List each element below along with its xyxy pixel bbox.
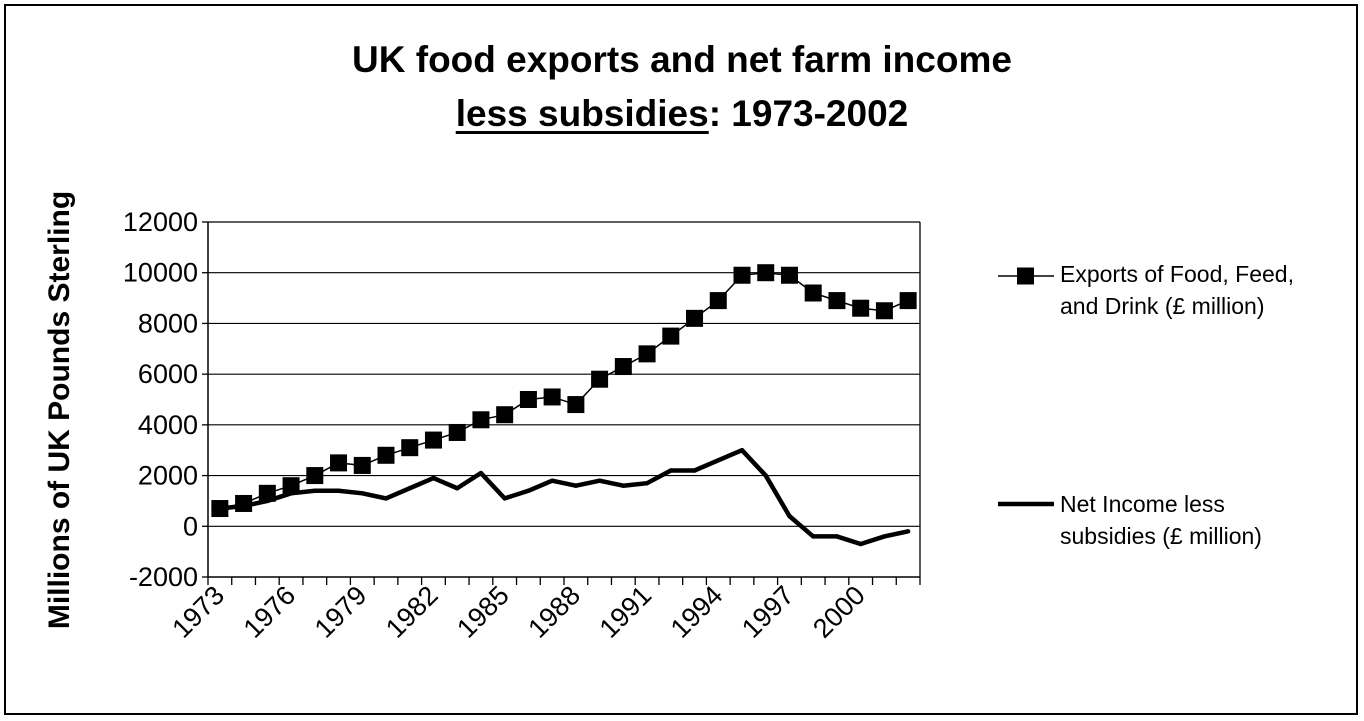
data-point-exports: [211, 500, 229, 518]
y-tick-label: 10000: [123, 258, 198, 288]
x-tick-label: 1979: [309, 580, 373, 644]
x-tick-label: 2000: [807, 580, 871, 644]
data-point-net-income: [905, 529, 911, 534]
data-point-exports: [543, 388, 561, 406]
data-point-exports: [424, 431, 442, 449]
data-point-net-income: [597, 478, 602, 483]
data-point-net-income: [336, 488, 341, 493]
data-point-exports: [401, 439, 419, 457]
data-point-net-income: [312, 488, 317, 493]
chart-title-rest: : 1973-2002: [708, 93, 909, 134]
data-point-exports: [235, 494, 253, 512]
series-exports: [211, 264, 917, 518]
data-point-net-income: [716, 458, 721, 463]
data-point-net-income: [455, 486, 460, 491]
data-point-exports: [780, 266, 798, 284]
data-point-exports: [377, 446, 395, 464]
data-point-exports: [567, 396, 585, 414]
data-point-exports: [330, 454, 348, 472]
y-tick-labels: -2000 0 2000 4000 6000 8000 10000 12000: [123, 207, 198, 592]
data-point-net-income: [431, 475, 436, 481]
data-point-exports: [448, 423, 466, 441]
data-point-net-income: [882, 534, 887, 539]
data-point-net-income: [787, 513, 792, 519]
y-tick-label: 6000: [138, 359, 198, 389]
data-point-net-income: [692, 468, 697, 473]
data-point-exports: [496, 406, 514, 424]
data-point-exports: [306, 467, 324, 485]
data-point-net-income: [668, 468, 673, 473]
y-tick-label: 12000: [123, 207, 198, 237]
x-tick-label: 1994: [665, 580, 729, 644]
data-point-exports: [875, 302, 893, 320]
y-tick-label: 4000: [138, 410, 198, 440]
data-point-net-income: [360, 491, 365, 496]
data-point-net-income: [478, 470, 484, 476]
data-point-net-income: [621, 483, 626, 488]
series-net-income: [217, 447, 911, 547]
data-point-exports: [472, 411, 490, 429]
legend-marks: [998, 267, 1054, 507]
data-point-exports: [686, 309, 704, 327]
chart-frame: [4, 4, 1358, 715]
data-point-net-income: [858, 541, 863, 547]
data-point-exports: [258, 484, 276, 502]
x-tick-label: 1991: [594, 580, 658, 644]
data-point-net-income: [834, 534, 840, 539]
data-point-exports: [828, 292, 846, 310]
data-point-exports: [638, 345, 656, 363]
data-point-exports: [757, 264, 775, 282]
legend-label-exports: Exports of Food, Feed, and Drink (£ mill…: [1060, 261, 1294, 319]
data-point-exports: [519, 391, 537, 408]
y-tick-label: 2000: [138, 461, 198, 491]
legend-label-net-income: Net Income less subsidies (£ million): [1060, 491, 1262, 549]
data-point-net-income: [526, 488, 531, 493]
chart-title-line2: less subsidies: 1973-2002: [0, 92, 1364, 136]
data-point-net-income: [644, 480, 650, 486]
data-point-exports: [662, 327, 680, 345]
data-point-exports: [899, 292, 917, 310]
data-point-exports: [733, 266, 751, 284]
data-point-exports: [282, 477, 300, 495]
data-point-net-income: [763, 473, 768, 478]
data-point-net-income: [739, 448, 745, 453]
chart-title-underlined: less subsidies: [455, 93, 709, 134]
data-point-exports: [852, 299, 870, 317]
data-point-exports: [614, 358, 632, 376]
series-line-net-income: [219, 447, 909, 547]
data-point-net-income: [573, 483, 579, 488]
data-point-net-income: [383, 496, 389, 501]
data-point-net-income: [549, 478, 555, 483]
x-tick-label: 1997: [736, 580, 800, 644]
x-tick-label: 1985: [451, 580, 515, 644]
chart-title-line1: UK food exports and net farm income: [352, 39, 1012, 80]
data-point-net-income: [811, 534, 816, 539]
data-point-net-income: [502, 496, 507, 501]
x-tick-label: 1982: [380, 580, 444, 644]
data-point-exports: [353, 456, 371, 474]
y-tick-label: -2000: [129, 562, 198, 592]
x-tick-label: 1988: [522, 580, 586, 644]
y-tick-label: 8000: [138, 308, 198, 338]
grid-lines: [208, 272, 920, 527]
data-point-exports: [804, 284, 822, 302]
x-tick-label: 1976: [238, 580, 302, 644]
legend-marker-exports: [1017, 267, 1034, 285]
data-point-exports: [591, 370, 609, 388]
x-tick-labels: 1973 1976 1979 1982 1985 1988 1991 1994 1997 2000: [166, 580, 870, 644]
data-point-exports: [709, 292, 727, 310]
y-tick-label: 0: [183, 511, 198, 541]
axes: [202, 221, 921, 585]
data-point-net-income: [407, 486, 412, 491]
